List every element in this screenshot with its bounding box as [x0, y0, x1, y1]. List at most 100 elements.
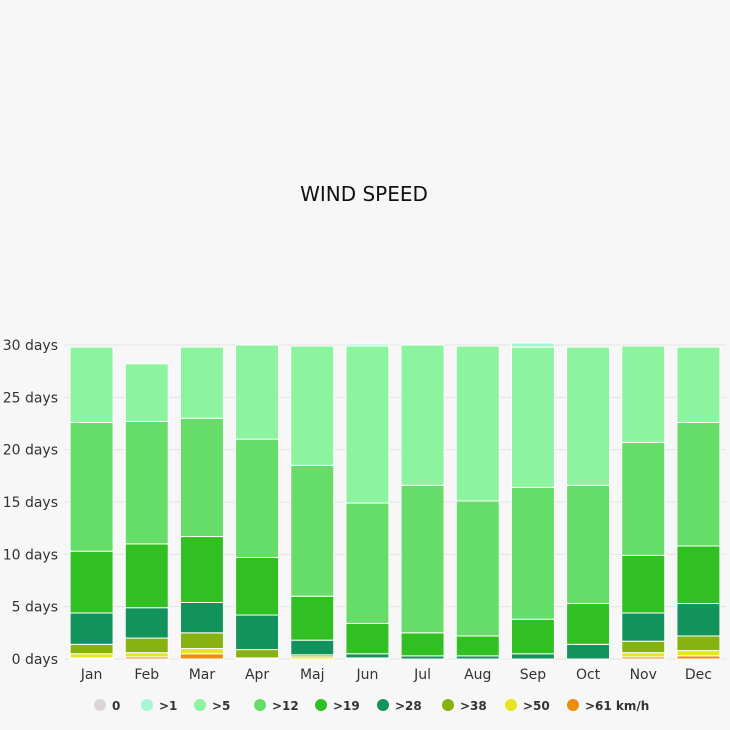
bar-segment [676, 650, 721, 657]
bar-segment [345, 653, 390, 659]
legend-marker [315, 699, 327, 711]
bar-segment [676, 635, 721, 652]
bar-segment [676, 421, 721, 547]
bar-segment [179, 536, 224, 603]
bar-segment [621, 554, 666, 614]
legend-marker [442, 699, 454, 711]
bar-segment [124, 652, 169, 658]
bar-segment [69, 612, 114, 645]
bar-segment [676, 346, 721, 423]
legend-label: >5 [212, 699, 230, 713]
bar-segment [510, 618, 555, 655]
x-tick-label: Jul [413, 667, 431, 683]
bar-segment [69, 550, 114, 614]
bar-segment [621, 612, 666, 642]
bar-segment [124, 637, 169, 654]
x-axis-ticks: Jan Feb Mar Apr Maj Jun Jul Aug Sep Oct Nov Dec [80, 667, 712, 683]
legend-label: >61 km/h [585, 699, 649, 713]
y-tick-label: 30 days [3, 338, 58, 354]
legend-label: >50 [523, 699, 550, 713]
x-tick-label: Dec [685, 667, 712, 683]
legend: 0 >1 >5 >12 >19 >28 >38 >50 >61 km/h [94, 699, 649, 713]
bar-segment [345, 502, 390, 624]
legend-marker [94, 699, 106, 711]
x-tick-label: Maj [300, 667, 325, 683]
legend-marker [141, 699, 153, 711]
legend-marker [377, 699, 389, 711]
legend-label: 0 [112, 699, 120, 713]
legend-label: >1 [159, 699, 177, 713]
bar-segment [621, 345, 666, 443]
bar-segment [235, 556, 280, 616]
legend-label: >38 [460, 699, 487, 713]
x-tick-label: Jan [80, 667, 103, 683]
legend-marker [254, 699, 266, 711]
bar-segment [400, 484, 445, 634]
legend-label: >19 [333, 699, 360, 713]
y-tick-label: 20 days [3, 443, 58, 459]
legend-label: >28 [395, 699, 422, 713]
bar-segment [179, 653, 224, 660]
bar-segment [566, 603, 611, 645]
bar-segment [566, 346, 611, 486]
bar-segment [235, 649, 280, 659]
x-tick-label: Jun [355, 667, 378, 683]
y-tick-label: 0 days [12, 652, 58, 668]
bar-segment [235, 614, 280, 651]
bar-segment [290, 639, 335, 656]
bar-segment [345, 345, 390, 504]
bar-segment [621, 652, 666, 658]
bar-segment [676, 545, 721, 605]
bar-segment [69, 643, 114, 655]
bar-segment [510, 342, 555, 348]
bar-segment [69, 653, 114, 659]
bar-segment [566, 643, 611, 660]
bar-segment [124, 363, 169, 422]
chart-title: WIND SPEED [300, 182, 428, 206]
x-tick-label: Apr [245, 667, 269, 683]
y-axis-ticks: 0 days 5 days 10 days 15 days 20 days 25 days… [3, 338, 58, 668]
bar-segment [179, 632, 224, 650]
bar-segment [510, 653, 555, 660]
x-tick-label: Aug [464, 667, 491, 683]
y-tick-label: 25 days [3, 390, 58, 406]
legend-marker [505, 699, 517, 711]
x-tick-label: Mar [189, 667, 216, 683]
x-tick-label: Feb [134, 667, 159, 683]
legend-marker [194, 699, 206, 711]
bar-segment [235, 438, 280, 558]
x-tick-label: Nov [630, 667, 657, 683]
x-tick-label: Sep [520, 667, 547, 683]
bars [69, 342, 721, 660]
bar-segment [290, 345, 335, 466]
y-tick-label: 15 days [3, 495, 58, 511]
bar-segment [621, 640, 666, 654]
bar-segment [124, 607, 169, 639]
bar-segment [290, 464, 335, 597]
y-tick-label: 10 days [3, 547, 58, 563]
bar-segment [179, 601, 224, 634]
bar-segment [510, 346, 555, 488]
bar-segment [566, 484, 611, 605]
x-tick-label: Oct [576, 667, 601, 683]
gridlines [64, 344, 726, 660]
bar-segment [124, 420, 169, 545]
bar-segment [69, 421, 114, 552]
bar-segment [455, 500, 500, 637]
bar-segment [455, 635, 500, 657]
legend-marker [567, 699, 579, 711]
bar-segment [179, 417, 224, 538]
bar-segment [345, 343, 390, 347]
bar-segment [345, 622, 390, 655]
bar-segment [124, 543, 169, 609]
bar-segment [455, 345, 500, 502]
legend-label: >12 [272, 699, 299, 713]
bar-segment [400, 344, 445, 486]
bar-segment [290, 595, 335, 641]
y-tick-label: 5 days [12, 600, 58, 616]
bar-segment [510, 486, 555, 620]
bar-segment [179, 648, 224, 655]
bar-segment [179, 346, 224, 419]
bar-segment [621, 441, 666, 556]
